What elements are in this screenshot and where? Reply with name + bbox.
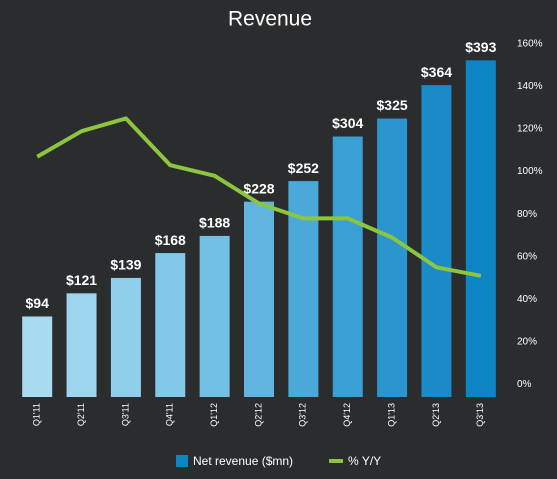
bar	[332, 136, 363, 397]
line	[36, 116, 482, 278]
y2-tick-label: 80%	[517, 209, 537, 220]
x-tick-label: Q4'12	[342, 403, 352, 427]
bar	[465, 60, 496, 398]
value-label: $393	[465, 39, 496, 55]
bar	[421, 85, 452, 397]
bar	[22, 316, 53, 397]
x-tick-label: Q3'12	[298, 403, 308, 427]
value-label: $121	[66, 272, 97, 288]
legend-item: % Y/Y	[329, 454, 381, 468]
y2-tick-label: 160%	[517, 39, 543, 50]
legend-label: Net revenue ($mn)	[193, 454, 293, 468]
y2-tick-label: 20%	[517, 336, 537, 347]
value-label: $94	[26, 295, 50, 311]
bar	[110, 277, 141, 397]
value-label: $252	[288, 160, 319, 176]
x-tick-label: Q3'11	[120, 403, 130, 426]
x-tick-label: Q2'12	[253, 403, 263, 427]
chart-title: Revenue	[228, 8, 312, 31]
value-label: $304	[332, 115, 363, 131]
bar	[66, 293, 97, 397]
bar	[377, 118, 408, 397]
value-label: $168	[155, 232, 186, 248]
y2-tick-label: 60%	[517, 251, 537, 262]
value-label: $325	[377, 97, 408, 113]
x-tick-label: Q2'11	[76, 403, 86, 426]
value-label: $188	[199, 215, 230, 231]
x-tick-label: Q4'11	[165, 403, 175, 426]
legend-label: % Y/Y	[348, 454, 381, 468]
value-label: $139	[110, 257, 141, 273]
x-tick-label: Q1'13	[386, 403, 396, 427]
x-tick-label: Q1'12	[209, 403, 219, 427]
bar	[155, 253, 186, 397]
y2-tick-label: 120%	[517, 124, 543, 135]
value-label: $364	[421, 64, 452, 80]
x-tick-label: Q3'13	[475, 403, 485, 427]
y2-tick-label: 40%	[517, 294, 537, 305]
x-tick-label: Q1'11	[32, 403, 42, 426]
bar	[199, 235, 230, 397]
value-label: $228	[243, 180, 274, 196]
y2-tick-label: 140%	[517, 81, 543, 92]
y2-tick-label: 100%	[517, 166, 543, 177]
legend-item: Net revenue ($mn)	[176, 454, 293, 468]
bar	[244, 201, 274, 397]
x-tick-label: Q2'13	[431, 403, 441, 427]
legend-swatch	[176, 455, 188, 467]
y2-tick-label: 0%	[517, 379, 532, 390]
